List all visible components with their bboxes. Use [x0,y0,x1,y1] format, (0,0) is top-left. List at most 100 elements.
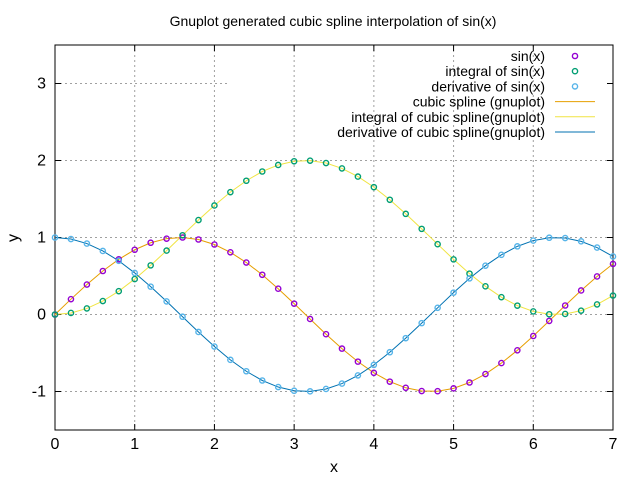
data-point [418,319,425,327]
data-point [83,240,91,247]
data-point [529,308,537,315]
legend-marker [571,83,579,90]
legend: sin(x)integral of sin(x)derivative of si… [337,48,595,140]
y-tick-label: 2 [37,153,46,170]
data-point [545,310,553,318]
data-point [99,247,107,255]
data-point [354,173,362,180]
y-tick-label: 1 [37,230,46,247]
data-point [83,281,91,288]
data-point [163,247,170,254]
data-point [386,348,394,356]
data-point [306,315,314,323]
chart-title: Gnuplot generated cubic spline interpola… [170,13,497,29]
series-points-0 [51,234,617,395]
data-point [67,295,75,303]
data-point [418,387,425,395]
data-point [163,235,170,242]
data-point [545,317,553,325]
data-point [131,275,139,283]
data-point [370,369,378,377]
y-tick-label: -1 [32,384,46,401]
data-point [482,370,489,378]
x-axis-title: x [330,459,338,476]
x-tick-label: 5 [449,436,458,453]
data-point [434,304,441,312]
data-point [370,183,378,191]
legend-marker [571,67,579,75]
y-axis-ticks: -1 0 1 2 3 [32,76,613,401]
data-point [51,234,59,241]
data-point [609,260,617,268]
data-point [529,332,537,340]
data-point [514,347,521,354]
data-point [402,210,410,218]
data-point [402,384,410,392]
data-point [258,168,266,175]
data-point [131,246,139,254]
data-point [147,262,154,269]
data-point [211,343,218,350]
series-layer [51,157,617,395]
data-point [561,310,569,318]
data-point [322,159,330,167]
series-points-2 [51,234,617,395]
x-tick-label: 1 [130,436,139,453]
data-point [131,269,139,277]
data-point [577,238,585,245]
data-point [258,271,266,279]
data-point [67,309,75,317]
x-tick-label: 6 [529,436,538,453]
data-point [179,313,186,321]
data-point [243,259,250,266]
data-point [306,157,314,164]
data-point [593,301,601,308]
data-point [434,387,441,395]
legend-marker [571,52,579,60]
data-point [354,372,362,379]
data-point [211,241,218,248]
y-axis-title: y [5,234,22,242]
data-point [99,297,107,305]
data-point [370,361,378,369]
y-tick-label: 3 [37,76,46,93]
data-point [338,165,346,172]
data-point [306,388,314,395]
data-point [593,273,601,280]
legend-label: integral of cubic spline(gnuplot) [351,109,545,125]
data-point [195,216,202,224]
data-point [498,359,505,367]
data-point [227,248,234,256]
x-tick-label: 2 [210,436,219,453]
x-tick-label: 0 [51,436,60,453]
legend-label: derivative of sin(x) [431,78,545,94]
y-tick-label: 0 [37,307,46,324]
data-point [498,251,505,259]
data-point [338,380,346,387]
data-point [274,285,282,293]
data-point [179,234,186,241]
series-points-1 [51,157,617,318]
data-point [386,196,394,204]
x-axis-ticks: 0 1 2 3 4 5 6 7 [51,45,618,453]
data-point [609,253,617,260]
data-point [322,385,330,393]
data-point [450,289,457,296]
data-point [99,267,107,275]
data-point [561,302,569,309]
data-point [227,188,234,196]
data-point [593,244,601,251]
data-point [195,236,202,243]
data-point [227,356,234,364]
data-point [83,305,91,312]
data-point [466,379,473,386]
data-point [274,383,282,391]
data-point [274,161,282,169]
data-point [609,292,617,299]
data-point [147,239,154,247]
data-point [577,287,585,294]
data-point [577,307,585,314]
data-point [514,302,521,309]
grid-lines [55,45,613,430]
